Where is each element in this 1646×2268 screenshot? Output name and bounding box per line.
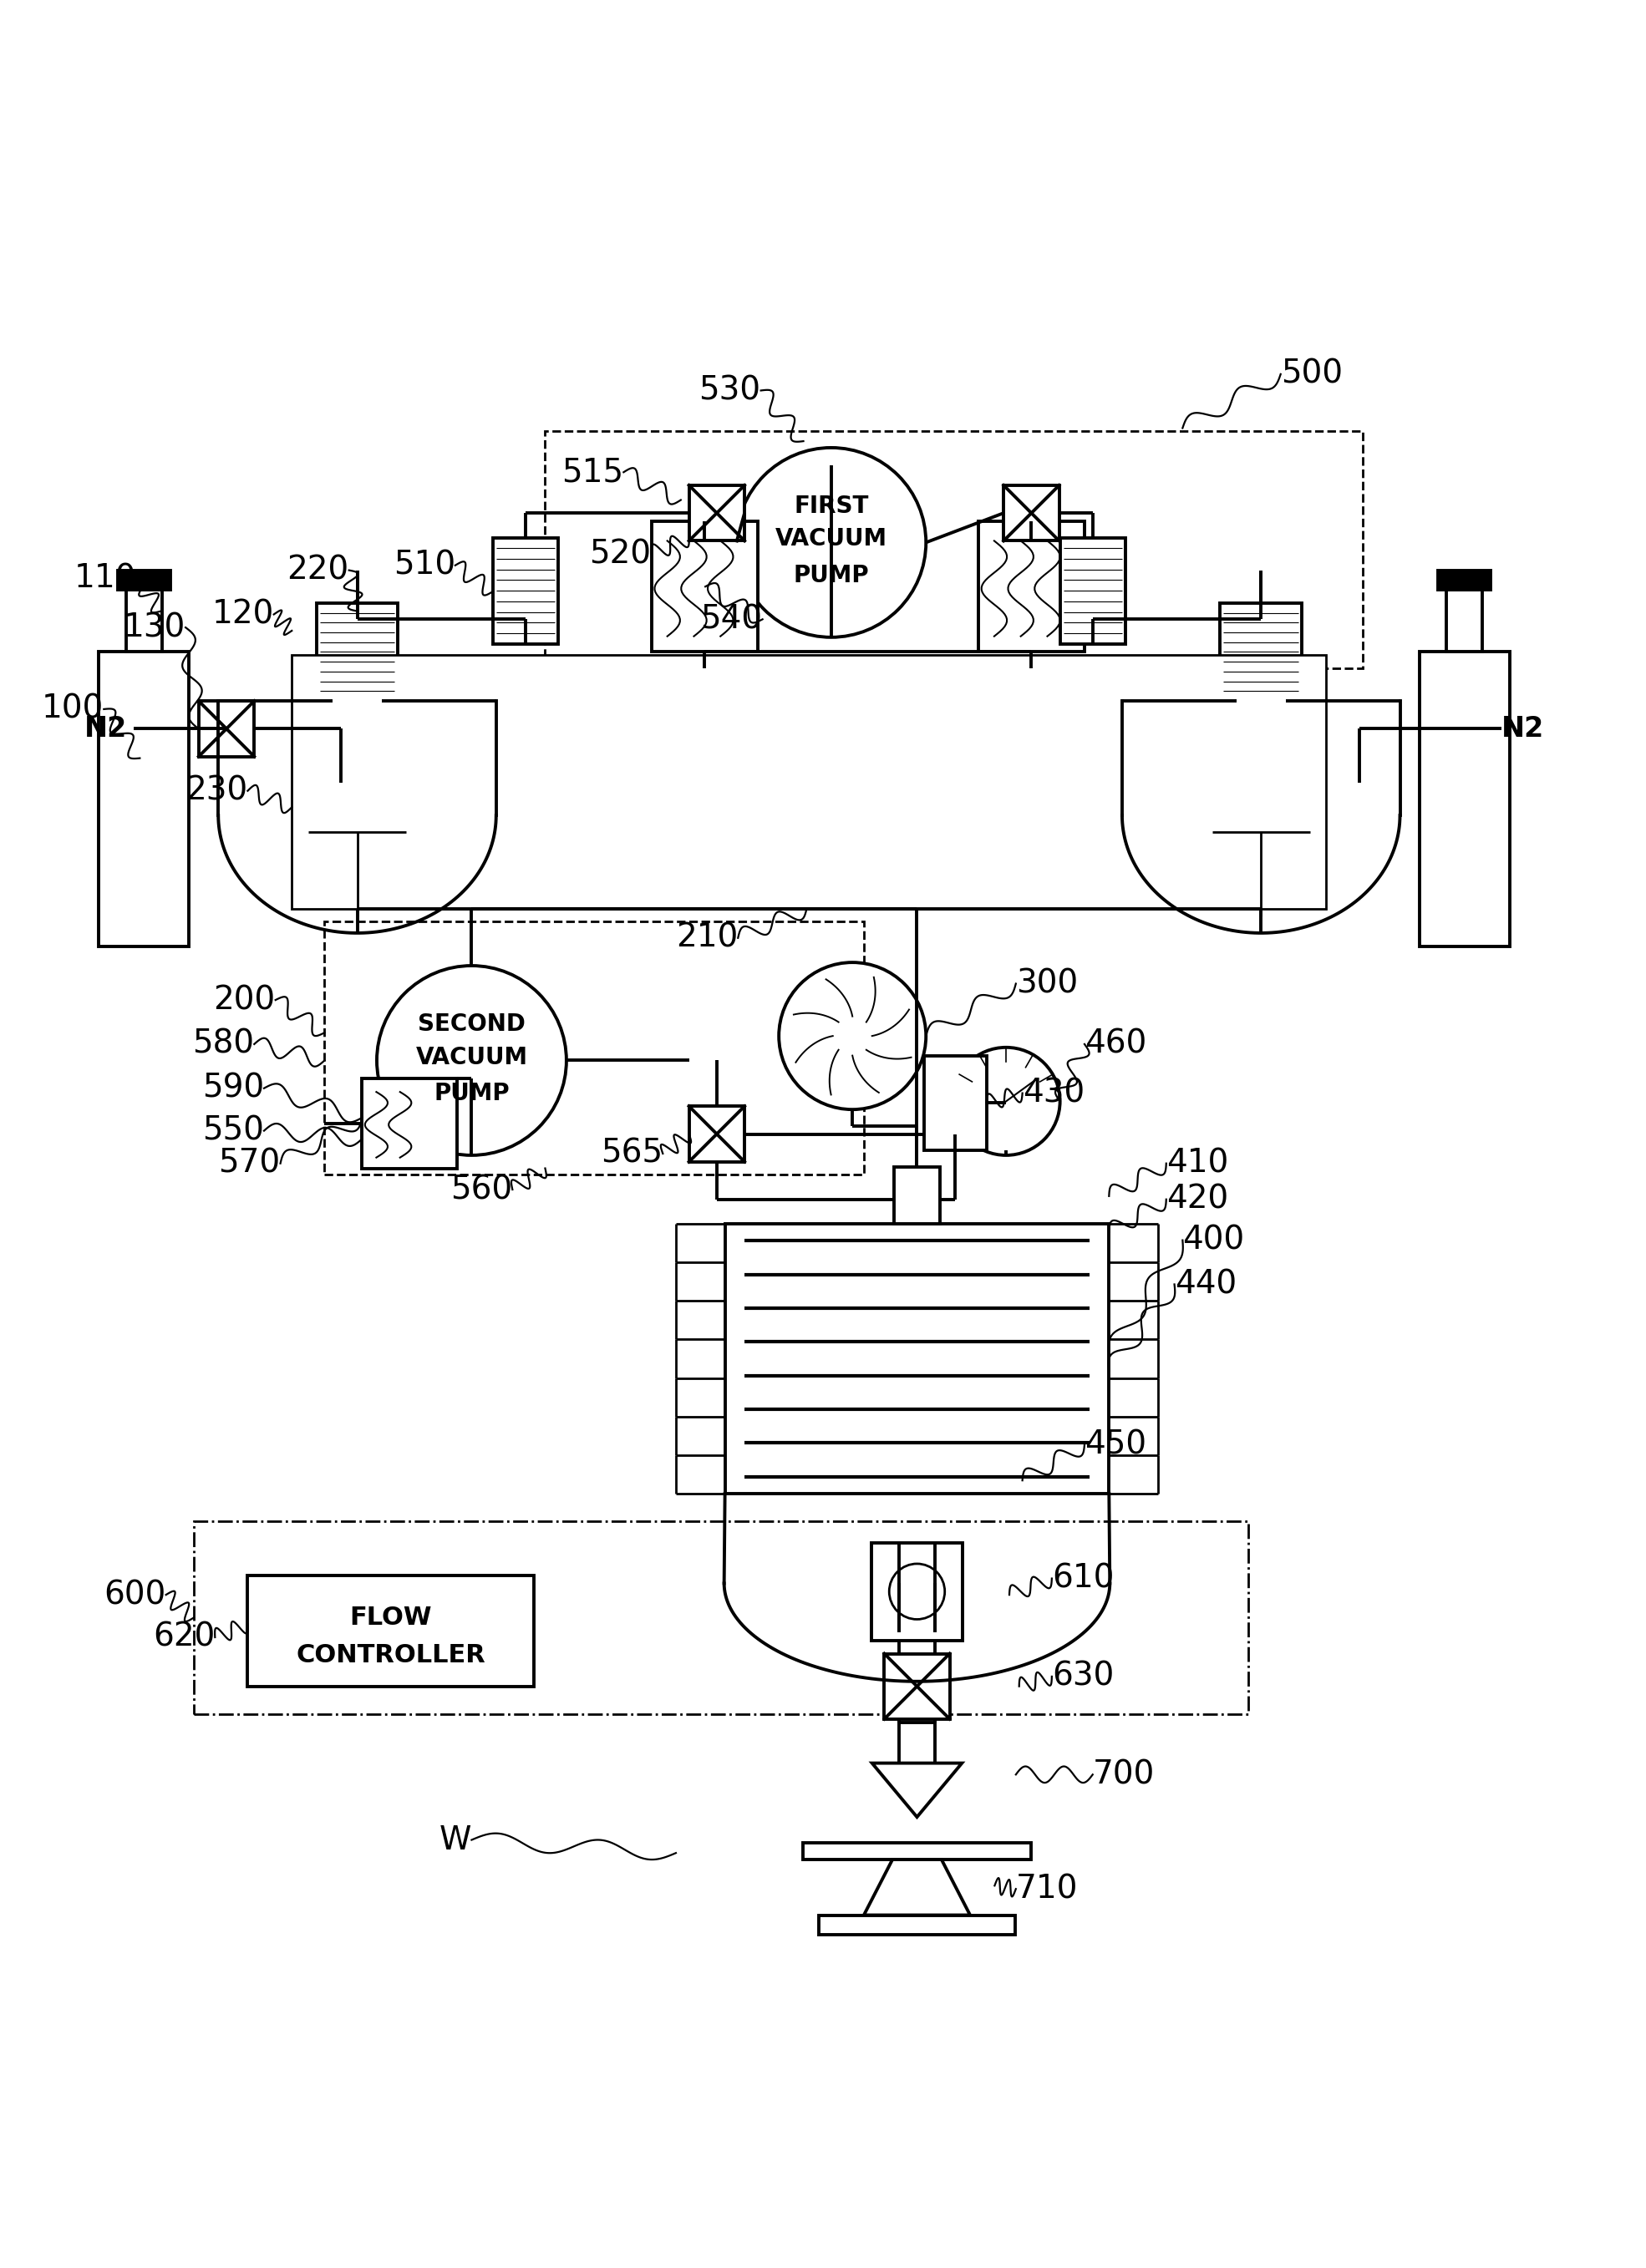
Bar	[1220, 603, 1302, 701]
Bar	[492, 538, 558, 644]
Text: 200: 200	[214, 984, 275, 1016]
Text: 120: 120	[212, 599, 273, 631]
Bar	[1439, 569, 1491, 590]
Bar	[362, 1080, 458, 1168]
Text: 600: 600	[104, 1579, 166, 1610]
Bar	[545, 431, 1363, 669]
Bar	[1447, 590, 1483, 651]
Bar	[1004, 485, 1058, 540]
Bar	[199, 701, 253, 758]
Text: 230: 230	[186, 776, 247, 807]
Text: 130: 130	[123, 612, 186, 644]
Circle shape	[889, 1563, 945, 1619]
Text: 520: 520	[589, 538, 652, 569]
Bar	[99, 651, 189, 946]
Bar	[978, 522, 1085, 651]
Text: VACUUM: VACUUM	[775, 528, 887, 551]
Bar	[324, 921, 864, 1175]
Bar	[194, 1522, 1248, 1715]
Text: 700: 700	[1093, 1758, 1155, 1789]
Bar	[1060, 538, 1126, 644]
Text: SECOND: SECOND	[418, 1014, 525, 1036]
Text: 580: 580	[193, 1027, 253, 1059]
Circle shape	[736, 447, 927, 637]
Bar	[820, 1914, 1016, 1935]
Text: 540: 540	[701, 603, 762, 635]
Text: CONTROLLER: CONTROLLER	[296, 1642, 486, 1667]
Text: N2: N2	[84, 714, 127, 742]
Bar	[899, 1721, 935, 1762]
Text: 610: 610	[1052, 1563, 1114, 1594]
Text: 620: 620	[153, 1622, 216, 1653]
Polygon shape	[872, 1762, 961, 1817]
Bar	[652, 522, 757, 651]
Text: 210: 210	[677, 923, 737, 955]
Circle shape	[377, 966, 566, 1154]
Text: 100: 100	[41, 694, 104, 726]
Text: 530: 530	[700, 374, 760, 406]
Text: 220: 220	[286, 553, 349, 585]
Text: 500: 500	[1281, 358, 1343, 390]
Bar	[690, 1107, 744, 1161]
Text: 565: 565	[601, 1139, 663, 1170]
Bar	[803, 1844, 1032, 1860]
Text: 110: 110	[74, 562, 137, 594]
Text: N2: N2	[1501, 714, 1544, 742]
Bar	[316, 603, 398, 701]
Text: 710: 710	[1016, 1873, 1078, 1905]
Bar	[724, 1225, 1109, 1495]
Text: 430: 430	[1022, 1077, 1085, 1109]
Text: 400: 400	[1182, 1225, 1244, 1256]
Polygon shape	[864, 1860, 969, 1914]
Bar	[690, 485, 744, 540]
Bar	[925, 1055, 986, 1150]
Bar	[247, 1576, 533, 1687]
Bar	[119, 569, 170, 590]
Text: W: W	[439, 1823, 472, 1855]
Text: FIRST: FIRST	[793, 494, 869, 517]
Text: 460: 460	[1085, 1027, 1147, 1059]
Bar	[884, 1653, 950, 1719]
Text: 515: 515	[561, 456, 624, 488]
Bar	[894, 1166, 940, 1225]
Bar	[291, 655, 1327, 909]
Bar	[871, 1542, 963, 1640]
Text: 300: 300	[1016, 968, 1078, 1000]
Text: 510: 510	[393, 549, 456, 581]
Text: 570: 570	[219, 1148, 280, 1179]
Text: 410: 410	[1167, 1148, 1228, 1179]
Text: 550: 550	[202, 1116, 263, 1148]
Circle shape	[779, 962, 927, 1109]
Text: 560: 560	[451, 1173, 512, 1204]
Bar	[127, 590, 161, 651]
Text: PUMP: PUMP	[435, 1082, 510, 1105]
Bar	[1419, 651, 1509, 946]
Circle shape	[951, 1048, 1060, 1154]
Text: PUMP: PUMP	[793, 562, 869, 587]
Text: FLOW: FLOW	[349, 1606, 431, 1628]
Text: 450: 450	[1085, 1429, 1146, 1461]
Text: 420: 420	[1167, 1184, 1228, 1216]
Text: 440: 440	[1174, 1268, 1236, 1300]
Text: 630: 630	[1052, 1660, 1114, 1692]
Text: 590: 590	[202, 1073, 263, 1105]
Text: VACUUM: VACUUM	[415, 1046, 528, 1068]
